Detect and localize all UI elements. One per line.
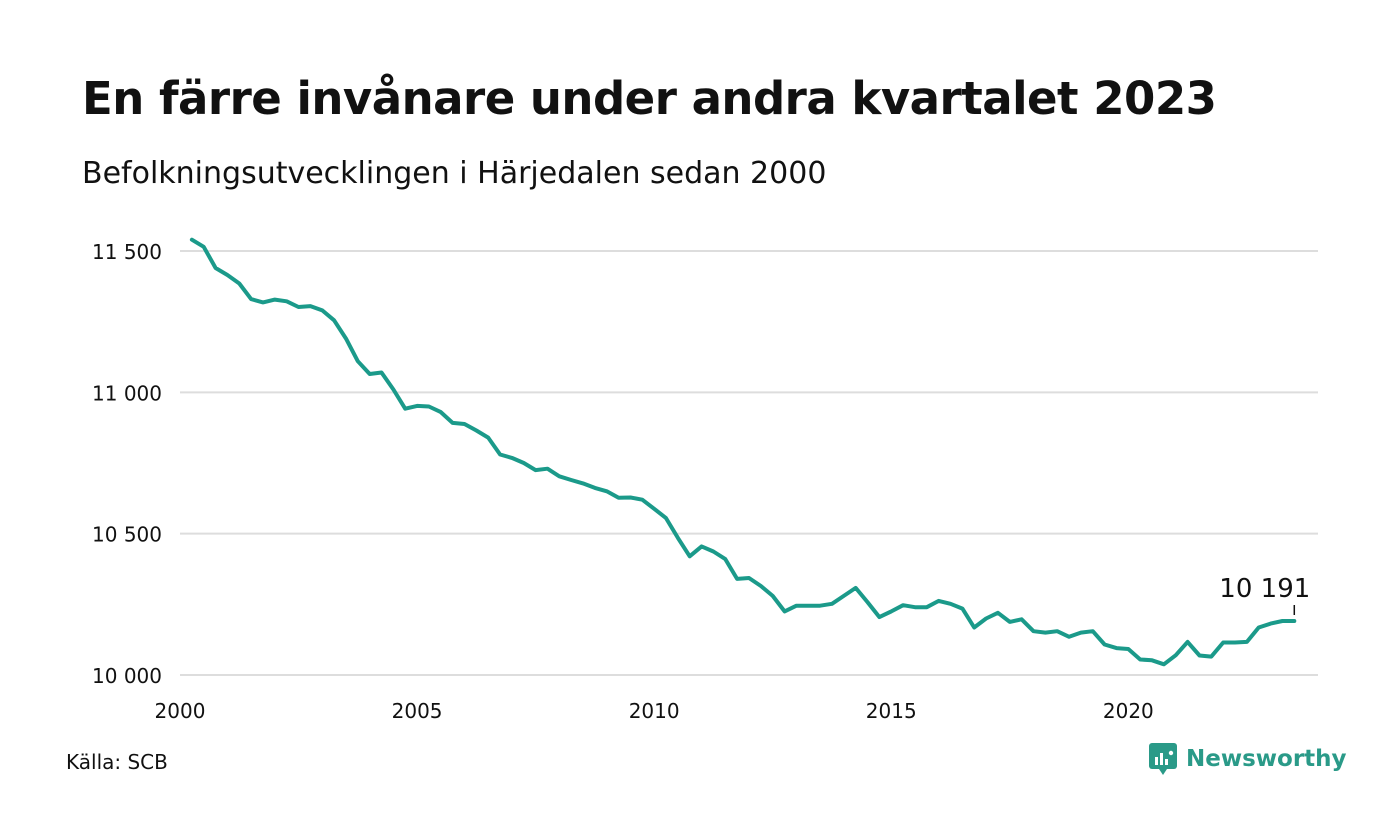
y-tick-label: 11 000 [92, 381, 162, 405]
x-tick-label: 2020 [1103, 699, 1154, 723]
series-line [189, 237, 1297, 667]
x-tick-label: 2000 [155, 699, 206, 723]
brand-logo: Newsworthy [1148, 742, 1347, 776]
last-value-label: 10 191 [1219, 574, 1310, 604]
annotations: 10 191 [1219, 574, 1310, 616]
chart-title: En färre invånare under andra kvartalet … [82, 72, 1217, 125]
y-tick-label: 10 000 [92, 664, 162, 688]
x-axis-ticks: 2000 2005 2010 2015 2020 [155, 699, 1154, 723]
chart-subtitle: Befolkningsutvecklingen i Härjedalen sed… [82, 156, 827, 191]
brand-name: Newsworthy [1186, 746, 1347, 772]
y-tick-label: 10 500 [92, 523, 162, 547]
y-axis-ticks: 10 000 10 500 11 000 11 500 [92, 240, 162, 688]
source-note: Källa: SCB [66, 750, 168, 774]
x-tick-label: 2005 [392, 699, 443, 723]
gridlines [180, 250, 1318, 676]
x-tick-label: 2015 [866, 699, 917, 723]
newsworthy-logo-icon [1149, 743, 1177, 775]
x-tick-label: 2010 [629, 699, 680, 723]
y-tick-label: 11 500 [92, 240, 162, 264]
series-group [189, 237, 1297, 667]
